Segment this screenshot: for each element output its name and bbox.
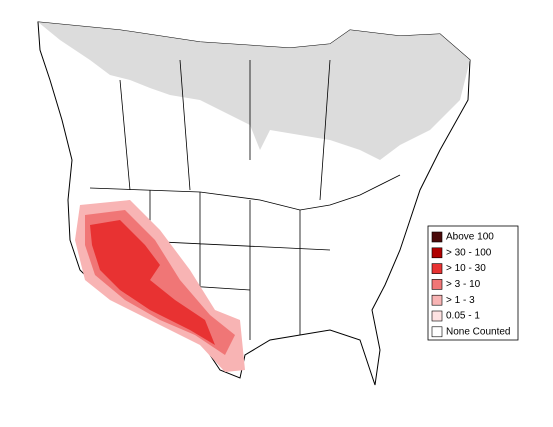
range-none-counted xyxy=(38,22,470,160)
legend-label: > 30 - 100 xyxy=(446,247,492,258)
legend-label: 0.05 - 1 xyxy=(446,311,480,322)
abundance xyxy=(75,200,245,372)
abundance-area xyxy=(90,220,215,345)
legend-label: None Counted xyxy=(446,326,511,337)
legend-box xyxy=(427,225,519,341)
border xyxy=(119,59,331,201)
legend: Above 100 > 30 - 100 > 10 - 30 > 3 - 10 > 1 … xyxy=(427,225,519,341)
legend-swatch xyxy=(431,279,443,290)
legend-label: > 10 - 30 xyxy=(446,263,486,274)
legend-label: > 1 - 3 xyxy=(446,295,475,306)
legend-swatch xyxy=(431,294,443,306)
legend-swatch xyxy=(431,231,443,243)
legend-swatch xyxy=(431,326,443,338)
legend-swatch xyxy=(431,263,443,274)
legend-swatch xyxy=(431,247,443,259)
legend-swatch xyxy=(431,310,443,322)
legend-label: Above 100 xyxy=(446,232,494,243)
legend-label: > 3 - 10 xyxy=(446,279,481,290)
